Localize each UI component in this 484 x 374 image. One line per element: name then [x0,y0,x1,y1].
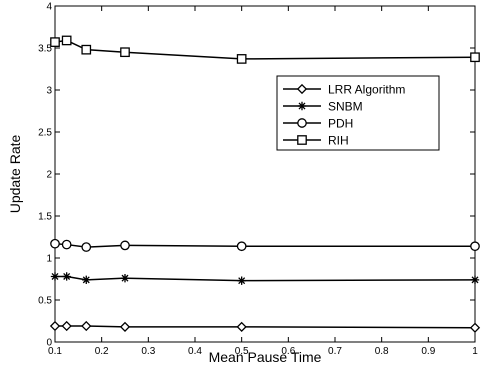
data-point-snbm [82,275,91,285]
data-point-rih [81,44,92,55]
legend-marker [296,83,308,95]
data-point-snbm [120,273,130,283]
data-point-pdh [61,239,72,250]
y-tick-label: 1.5 [38,212,52,223]
legend-marker [297,135,307,145]
data-point-pdh [120,240,130,251]
x-tick-label: 0.1 [48,346,62,357]
legend-marker [297,118,307,128]
data-point-lrr-algorithm [81,320,92,332]
x-tick-label: 0.7 [328,346,342,357]
x-tick-label: 0.4 [188,346,202,357]
legend-item: SNBM [283,100,363,114]
data-point-snbm [237,276,246,285]
y-tick-label: 2.5 [38,128,52,139]
series-lrr-algorithm [49,320,481,333]
x-tick-label: 0.3 [141,346,155,357]
y-tick-label: 0.5 [38,296,52,307]
axis-ticks: 0.1 0.2 0.3 0.4 0.5 0.6 0.7 0.8 0.9 1 0 0.5 1 1.5 2 2.5… [38,2,478,358]
x-tick-label: 0.8 [375,346,389,357]
legend-item: LRR Algorithm [283,83,405,97]
data-point-lrr-algorithm [236,321,247,332]
legend: LRR Algorithm SNBM PDH RIH [276,75,440,151]
legend-label: SNBM [328,100,363,114]
y-tick-label: 0 [46,338,52,349]
series-layer [49,35,481,333]
y-tick-label: 3.5 [38,44,52,55]
data-point-rih [120,47,130,58]
series-rih [50,35,480,64]
y-tick-label: 1 [46,254,52,265]
x-tick-label: 0.6 [281,346,295,357]
data-point-snbm [50,272,60,281]
data-point-pdh [81,242,92,252]
legend-label: LRR Algorithm [328,83,405,97]
x-tick-label: 0.2 [95,346,109,357]
data-point-rih [50,37,60,47]
data-point-pdh [50,238,60,249]
data-point-lrr-algorithm [469,322,481,333]
data-point-snbm [470,275,480,285]
x-tick-label: 0.9 [421,346,435,357]
series-pdh [50,238,480,252]
legend-label: RIH [328,134,349,148]
data-point-lrr-algorithm [119,321,131,332]
data-point-lrr-algorithm [61,320,72,332]
data-point-rih [61,35,72,46]
series-snbm [50,272,480,285]
data-point-lrr-algorithm [49,320,61,332]
legend-label: PDH [328,117,353,131]
data-point-pdh [236,241,247,252]
data-point-pdh [470,241,480,252]
y-axis-title: Update Rate [7,134,23,213]
data-point-snbm [62,272,71,281]
data-point-rih [470,52,480,63]
legend-marker [297,101,307,111]
data-point-rih [236,54,247,64]
x-tick-label: 0.5 [235,346,249,357]
plot-area [54,5,476,343]
y-tick-label: 3 [46,86,52,97]
legend-item: PDH [283,117,353,131]
x-tick-label: 1 [472,346,478,357]
x-axis-title: Mean Pause Time [209,349,322,365]
y-tick-label: 2 [46,170,52,181]
legend-item: RIH [283,134,349,148]
y-tick-label: 4 [46,2,52,13]
